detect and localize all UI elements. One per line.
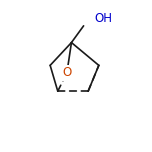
- Text: O: O: [62, 66, 71, 79]
- Text: OH: OH: [94, 12, 112, 25]
